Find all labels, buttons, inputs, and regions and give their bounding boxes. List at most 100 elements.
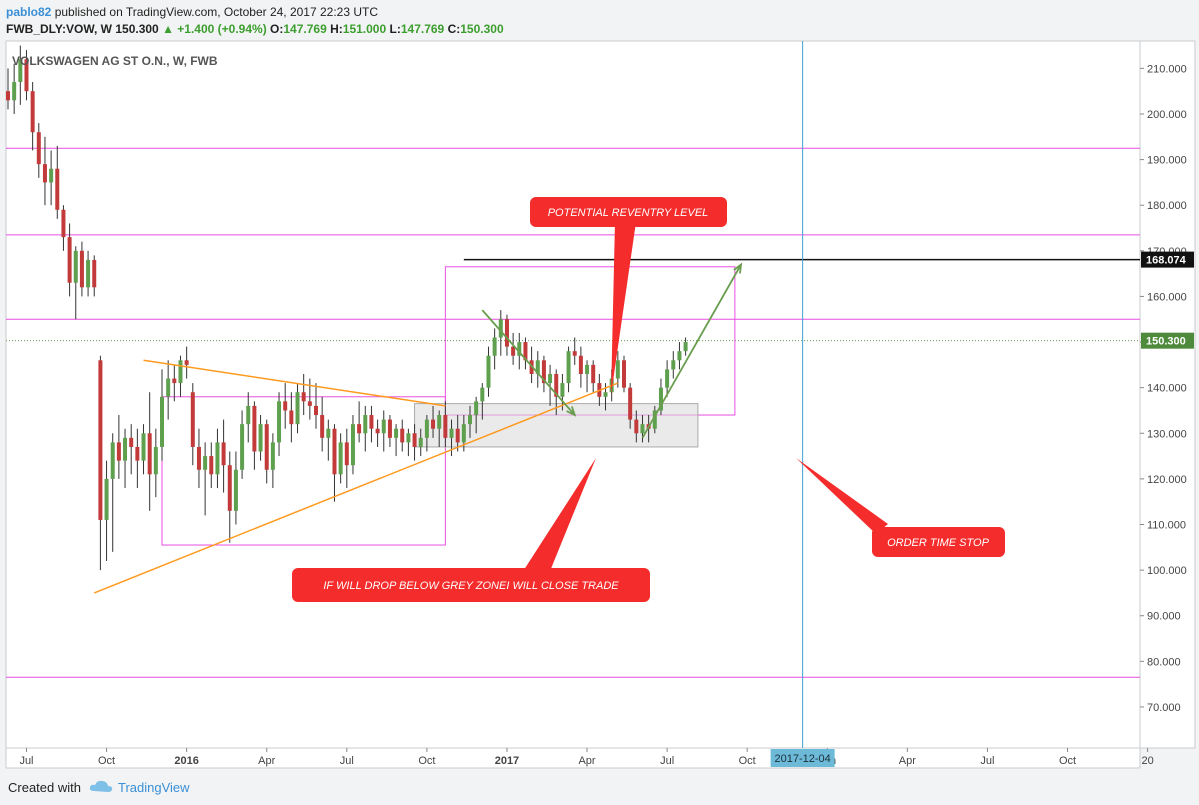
candle-body [277,401,282,443]
candle-body [30,91,35,133]
candle-body [622,360,626,388]
time-axis-panel[interactable] [5,747,1141,769]
green-arrowhead [566,406,577,417]
candle-body [215,442,220,475]
x-tick-label: Oct [418,755,435,767]
candle-body [221,442,226,466]
chart-svg[interactable]: 210.000200.000190.000180.000170.000160.0… [0,40,1199,770]
callouts-group: POTENTIAL REVENTRY LEVEL IF WILL DROP BE… [292,197,1005,602]
candle-body [671,360,676,370]
candle-body [424,419,429,438]
y-tick-label: 160.000 [1147,291,1187,303]
callout-pointer-grey [520,458,596,576]
candle-body [474,401,479,416]
green-path-line [641,264,742,439]
candle-body [6,91,10,101]
callout-timestop-text: ORDER TIME STOP [887,537,990,549]
candle-body [535,360,540,374]
candle-body [129,437,134,447]
green-arrowhead [733,262,743,274]
candle-body [166,378,171,397]
price-axis-panel[interactable] [1139,40,1196,749]
candle-body [110,442,115,479]
candle-body [209,456,214,475]
candle-body [591,364,596,384]
candle-body [603,392,608,397]
candle-body [92,259,97,288]
candle-body [369,415,374,429]
candle-body [394,428,399,438]
candle-body [283,401,288,411]
candle-body [184,360,189,365]
tradingview-link[interactable]: TradingView [118,780,190,795]
candle-body [270,442,275,470]
candle-body [400,428,405,443]
candle-body [652,410,657,429]
author-link[interactable]: pablo82 [6,5,52,19]
x-tick-label: Jul [340,755,354,767]
candle-body [677,351,682,361]
date-marker-label: 2017-12-04 [774,753,830,765]
trend-lines [93,262,743,594]
x-tick-label: Oct [739,755,756,767]
candle-body [86,259,91,288]
candle-body [412,433,417,447]
chart-area[interactable]: 210.000200.000190.000180.000170.000160.0… [0,40,1199,770]
candle-body [98,360,103,520]
candle-body [455,428,460,443]
candle-body [258,424,263,452]
candle-body [461,424,466,443]
candle-body [387,419,392,438]
y-tick-label: 100.000 [1147,565,1187,577]
candle-body [246,405,251,425]
candle-body [498,319,503,338]
candle-body [449,428,454,438]
candle-body [658,387,663,411]
candle-body [104,478,109,520]
callout-grey-box [292,568,650,602]
publish-info: pablo82 published on TradingView.com, Oc… [6,5,378,19]
x-tick-label: Jul [980,755,994,767]
candle-body [468,415,472,425]
candle-body [406,433,411,443]
callout-reentry-box [530,197,727,227]
candle-body [418,437,423,447]
x-tick-label: Apr [899,755,916,767]
created-with-label: Created with [8,780,81,795]
candle-body [135,446,140,461]
x-tick-label: 20 [1141,755,1153,767]
candle-body [344,442,349,466]
chart-header: pablo82 published on TradingView.com, Oc… [0,0,1199,40]
y-tick-label: 180.000 [1147,200,1187,212]
candle-body [357,424,362,434]
x-axis-ticks: JulOct2016AprJulOct2017AprJulOctJanAprJu… [19,748,1154,767]
candle-body [240,424,245,470]
candle-body [615,360,620,379]
candle-body [36,132,41,165]
callout-pointer-timestop [796,458,888,534]
candle-body [12,82,17,101]
tradingview-cloud-icon [88,778,114,797]
candle-body [517,342,522,356]
candle-body [42,164,47,183]
candle-body [554,373,559,397]
candle-body [634,419,639,434]
candle-body [320,415,325,438]
candle-body [61,209,66,238]
callout-grey-text: IF WILL DROP BELOW GREY ZONEI WILL CLOSE… [323,580,619,592]
candle-body [301,392,306,402]
candle-body [307,401,312,406]
candle-body [332,428,337,475]
change-value: ▲ +1.400 (+0.94%) [162,22,267,36]
chart-title: VOLKSWAGEN AG ST O.N., W, FWB [12,54,218,68]
candle-body [492,337,497,356]
candle-body [523,342,528,361]
callout-pointer-reentry [611,222,636,395]
candle-body [49,168,54,183]
high-label: H: [330,22,343,36]
y-tick-label: 110.000 [1147,519,1186,531]
candle-body [541,360,546,384]
candle-body [79,250,84,288]
candle-body [160,396,164,447]
candles-group [6,45,688,571]
